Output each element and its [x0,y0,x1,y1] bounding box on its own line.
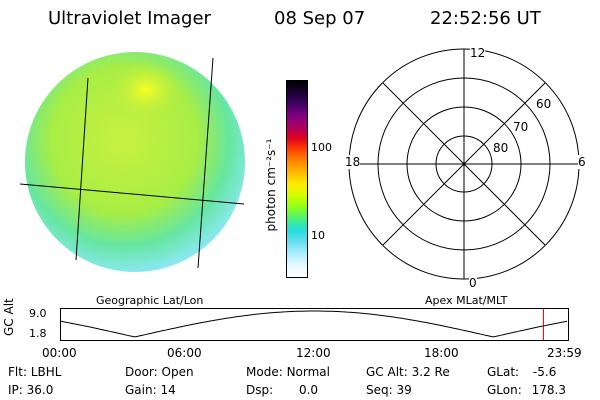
mlt-label-18: 18 [345,155,361,169]
status-gc-alt-value: 3.2 Re [411,365,450,379]
status-seq-label: Seq: [366,383,393,397]
status-gain-label: Gain: [125,383,157,397]
colorbar-unit-label: photon cm⁻²s⁻¹ [264,138,278,232]
status-door-value: Open [161,365,194,379]
colorbar-tick-10: 10 [311,229,325,242]
status-filter-value: LBHL [30,365,62,379]
altitude-ylabel: GC Alt [2,298,16,336]
mlt-label-12: 12 [470,46,486,60]
earth-disk [25,52,245,272]
lat-label-60: 60 [536,97,552,111]
altitude-frame [60,308,569,341]
lat-label-70: 70 [513,120,529,134]
status-door: Door: Open [125,365,194,379]
status-filter-label: Flt: [8,365,27,379]
status-dsp: Dsp: 0.0 [246,383,318,397]
lon-line-1 [75,77,89,261]
status-glat-label: GLat: [487,365,520,379]
colorbar [286,80,308,278]
altitude-ytick-high: 9.0 [29,307,47,320]
altitude-xtick-0600: 06:00 [167,346,202,360]
geographic-label: Geographic Lat/Lon [96,294,204,307]
colorbar-tick-100: 100 [311,141,332,154]
mlt-label-6: 6 [578,155,586,169]
polar-grid [348,48,580,280]
status-glon: GLon: 178.3 [487,383,566,397]
altitude-plot [60,308,569,341]
uv-image [19,52,245,272]
altitude-ytick-low: 1.8 [29,327,47,340]
status-glon-label: GLon: [487,383,522,397]
polar-diag-2 [382,82,546,246]
status-ip-value: 36.0 [26,383,54,397]
status-gain: Gain: 14 [125,383,176,397]
status-mode-label: Mode: [246,365,283,379]
altitude-xtick-0000: 00:00 [42,346,77,360]
status-ip-label: IP: [8,383,23,397]
status-dsp-label: Dsp: [246,383,274,397]
status-gain-value: 14 [160,383,176,397]
status-glon-value: 178.3 [531,383,566,397]
status-seq-value: 39 [396,383,412,397]
status-dsp-value: 0.0 [298,383,319,397]
status-door-label: Door: [125,365,158,379]
status-gc-alt-label: GC Alt: [366,365,408,379]
lon-line-2 [197,57,214,269]
lat-line [19,183,245,205]
lat-label-80: 80 [493,141,509,155]
status-mode: Mode: Normal [246,365,330,379]
altitude-xtick-2359: 23:59 [547,346,582,360]
instrument-title: Ultraviolet Imager [48,8,211,29]
status-seq: Seq: 39 [366,383,412,397]
time-label: 22:52:56 UT [430,8,541,29]
status-filter: Flt: LBHL [8,365,61,379]
status-glat-value: -5.6 [532,365,557,379]
altitude-xtick-1800: 18:00 [424,346,459,360]
date-label: 08 Sep 07 [274,8,366,29]
mlt-label-0: 0 [469,276,477,290]
status-ip: IP: 36.0 [8,383,53,397]
status-mode-value: Normal [286,365,330,379]
bright-region [111,62,181,118]
apex-label: Apex MLat/MLT [425,294,508,307]
altitude-xtick-1200: 12:00 [296,346,331,360]
status-glat: GLat: -5.6 [487,365,556,379]
status-gc-alt: GC Alt: 3.2 Re [366,365,450,379]
altitude-curve [60,310,568,338]
